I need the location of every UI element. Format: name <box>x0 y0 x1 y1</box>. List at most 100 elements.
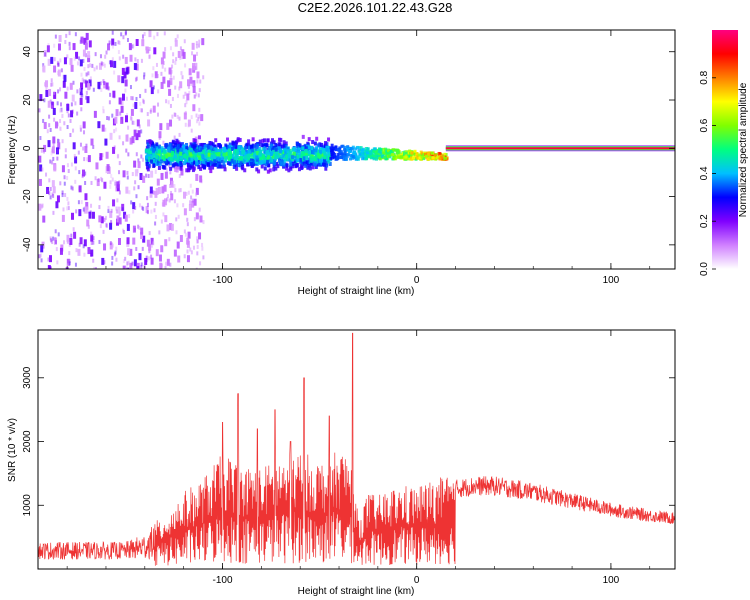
spectrogram-cell <box>76 89 79 94</box>
spectrogram-cell <box>158 146 162 151</box>
spectrogram-cell <box>263 138 267 143</box>
spectrogram-cell <box>340 152 344 156</box>
spectrogram-cell <box>45 89 49 97</box>
spectrogram-cell <box>193 94 196 99</box>
spectrogram-cell <box>199 166 203 171</box>
spectrogram-cell <box>337 149 341 153</box>
spectrogram-cell <box>102 229 105 234</box>
spectrogram-cell <box>109 60 113 68</box>
spectrogram-cell <box>229 153 233 158</box>
spectrogram-cell <box>113 252 116 257</box>
spectrogram-cell <box>365 149 369 153</box>
spectrogram-cell <box>51 101 54 106</box>
spectrogram-cell <box>99 81 102 86</box>
spectrogram-cell <box>202 75 205 80</box>
spectrogram-cell <box>122 170 126 178</box>
spectrogram-cell <box>189 76 193 84</box>
spectrogram-cell <box>40 253 43 258</box>
spectrogram-cell <box>174 162 178 167</box>
spectrogram-cell <box>219 152 223 157</box>
spectrogram-cell <box>139 94 142 99</box>
spectrogram-cell <box>160 81 164 89</box>
spectrogram-cell <box>103 217 106 222</box>
spectrogram-cell <box>121 207 124 212</box>
spectrogram-cell <box>341 144 345 148</box>
spectrogram-cell <box>117 40 120 45</box>
spectrogram-cell <box>207 152 211 157</box>
spectrogram-cell <box>143 72 146 77</box>
spectrogram-cell <box>183 208 187 216</box>
spectrogram-cell <box>284 141 288 146</box>
spectrogram-cell <box>292 146 296 151</box>
spectrogram-cell <box>99 153 103 161</box>
spectrogram-cell <box>339 150 343 154</box>
spectrogram-cell <box>146 142 150 147</box>
spectrogram-cell <box>44 52 47 57</box>
spectrogram-cell <box>393 154 397 158</box>
spectrogram-cell <box>54 239 57 244</box>
spectrogram-cell <box>220 155 224 160</box>
spectrogram-cell <box>113 70 116 75</box>
spectrogram-cell <box>330 149 334 153</box>
spectrogram-cell <box>54 229 57 234</box>
spectrogram-cell <box>107 43 111 51</box>
spectrogram-cell <box>292 151 296 156</box>
spectrogram-cell <box>38 155 42 163</box>
spectrogram-y-tick-label: 0 <box>22 145 33 151</box>
spectrogram-cell <box>74 156 78 164</box>
spectrogram-cell <box>79 237 83 245</box>
spectrogram-cell <box>420 155 424 159</box>
spectrogram-cell <box>79 142 82 147</box>
spectrogram-cell <box>307 157 311 162</box>
snr-y-ticks: 1000 2000 3000 <box>22 366 675 516</box>
spectrogram-cell <box>135 96 138 101</box>
spectrogram-cell <box>117 153 120 158</box>
spectrogram-cell <box>315 159 319 164</box>
spectrogram-cell <box>392 156 396 160</box>
spectrogram-cell <box>261 154 265 159</box>
spectrogram-cell <box>86 157 89 162</box>
spectrogram-cell <box>212 150 216 155</box>
spectrogram-cell <box>85 72 88 77</box>
snr-y-axis-label: SNR (10 * v/v) <box>7 418 18 482</box>
spectrogram-cell <box>52 236 55 241</box>
colorbar-tick-label: 0.2 <box>699 214 710 228</box>
spectrogram-cell <box>255 157 259 162</box>
spectrogram-cell <box>234 140 238 145</box>
spectrogram-cell <box>162 51 166 59</box>
spectrogram-cell <box>262 143 266 148</box>
spectrogram-cell <box>126 261 129 266</box>
spectrogram-cell <box>147 173 150 178</box>
spectrogram-cell <box>268 168 272 173</box>
spectrogram-cell <box>148 249 151 254</box>
spectrogram-cell <box>127 248 131 256</box>
spectrogram-cell <box>49 187 52 192</box>
spectrogram-cell <box>94 176 97 181</box>
spectrogram-cell <box>131 261 134 266</box>
spectrogram-cell <box>226 137 230 142</box>
spectrogram-cell <box>190 149 194 154</box>
spectrogram-cell <box>168 198 171 203</box>
spectrogram-cell <box>147 152 151 157</box>
spectrogram-cell <box>186 249 189 254</box>
spectrogram-cell <box>155 155 159 160</box>
spectrogram-cell <box>192 104 196 112</box>
spectrogram-cell <box>51 82 54 87</box>
spectrogram-cell <box>374 157 378 161</box>
spectrogram-cell <box>83 67 86 72</box>
spectrogram-cell <box>79 97 83 105</box>
spectrogram-cell <box>186 217 189 222</box>
spectrogram-cell <box>191 168 195 173</box>
spectrogram-cell <box>179 151 183 156</box>
spectrogram-cell <box>140 227 144 235</box>
spectrogram-cell <box>140 108 143 113</box>
spectrogram-cell <box>79 88 83 96</box>
spectrogram-cell <box>150 257 154 265</box>
spectrogram-cell <box>343 152 347 156</box>
spectrogram-cell <box>277 142 281 147</box>
spectrogram-cell <box>288 158 292 163</box>
spectrogram-cell <box>149 186 153 194</box>
spectrogram-cell <box>175 57 178 62</box>
spectrogram-cell <box>86 206 89 211</box>
spectrogram-cell <box>112 90 116 98</box>
